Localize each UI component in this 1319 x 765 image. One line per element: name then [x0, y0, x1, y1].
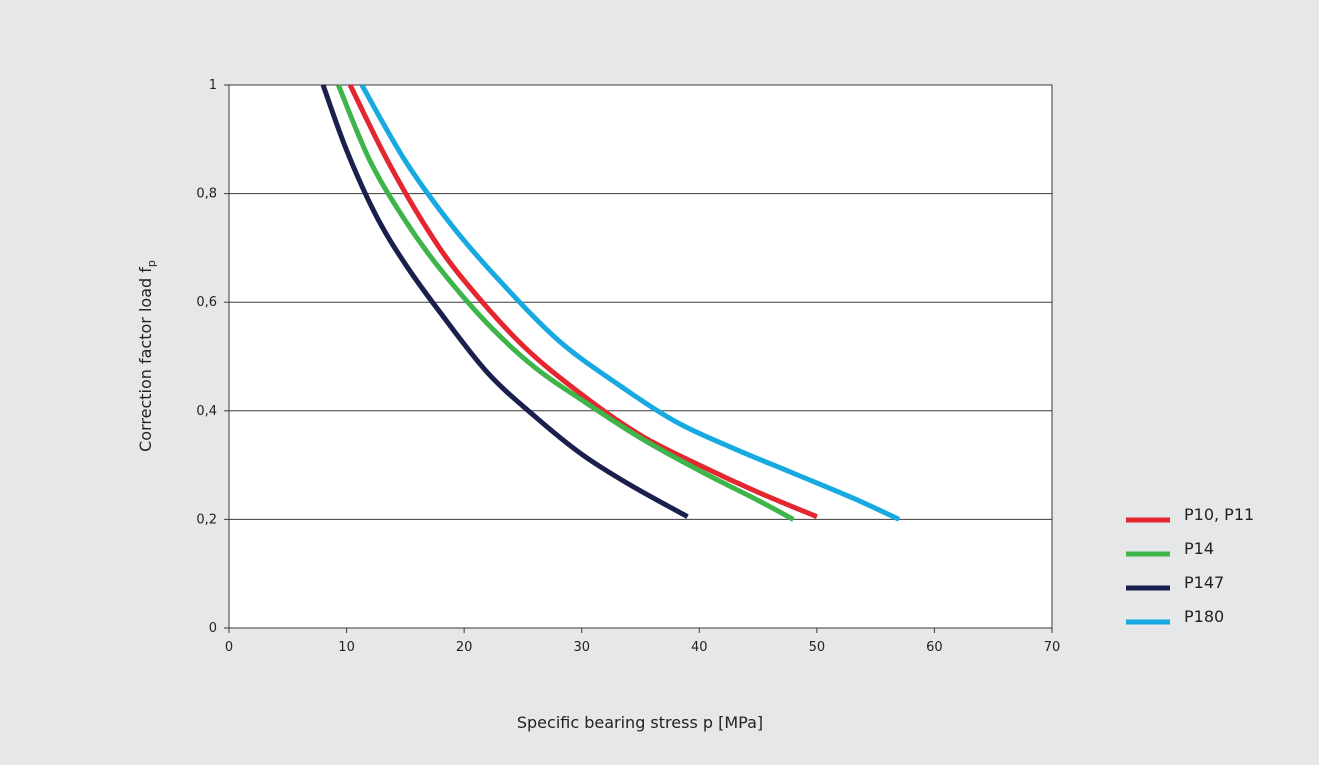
axes: 00,20,40,60,810 10 20 30 40 50 60 70	[196, 78, 1060, 655]
x-tick-label: 10	[338, 640, 355, 655]
legend-label-p14: P14	[1184, 539, 1214, 558]
y-tick-label: 0,2	[196, 512, 217, 527]
y-axis-title-subscript: p	[145, 260, 158, 267]
y-tick-label: 0,4	[196, 404, 217, 419]
y-axis-title-main: Correction factor load f	[136, 267, 155, 452]
y-tick-label: 0,6	[196, 295, 217, 310]
x-tick-label: 0	[225, 640, 233, 655]
x-tick-label: 40	[691, 640, 708, 655]
y-axis-title: Correction factor load fp	[136, 260, 158, 452]
legend-label-p10-p11: P10, P11	[1184, 505, 1254, 524]
legend-label-p147: P147	[1184, 573, 1224, 592]
y-tick-label: 0	[209, 621, 217, 636]
x-tick-label: 70	[1044, 640, 1061, 655]
y-tick-label: 1	[209, 78, 217, 93]
legend-label-p180: P180	[1184, 607, 1224, 626]
legend: P10, P11 P14 P147 P180	[1126, 505, 1254, 626]
series-lines	[320, 83, 901, 522]
x-tick-label: 20	[456, 640, 473, 655]
y-tick-label: 0,8	[196, 187, 217, 202]
series-line-p14	[336, 84, 795, 522]
grid-lines	[229, 193, 1052, 520]
plot-area	[228, 84, 1053, 629]
series-line-p147	[320, 84, 689, 519]
x-tick-label: 50	[809, 640, 826, 655]
x-tick-label: 30	[573, 640, 590, 655]
x-axis-title: Specific bearing stress p [MPa]	[517, 713, 763, 732]
series-line-p180	[359, 83, 901, 522]
series-line-p10-p11	[347, 83, 818, 519]
x-tick-label: 60	[926, 640, 943, 655]
